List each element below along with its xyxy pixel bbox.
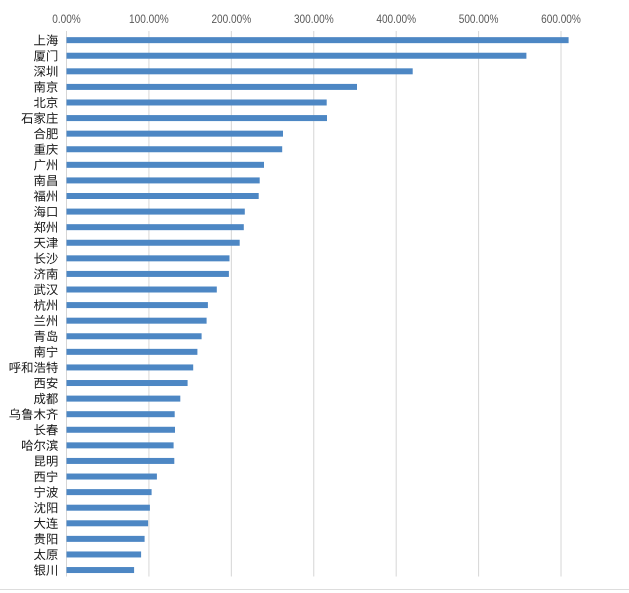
svg-text:0.00%: 0.00% — [52, 13, 81, 26]
svg-text:300.00%: 300.00% — [294, 13, 334, 26]
svg-text:600.00%: 600.00% — [541, 13, 581, 26]
svg-text:200.00%: 200.00% — [211, 13, 251, 26]
svg-text:100.00%: 100.00% — [129, 13, 169, 26]
svg-text:400.00%: 400.00% — [376, 13, 416, 26]
svg-text:500.00%: 500.00% — [459, 13, 499, 26]
